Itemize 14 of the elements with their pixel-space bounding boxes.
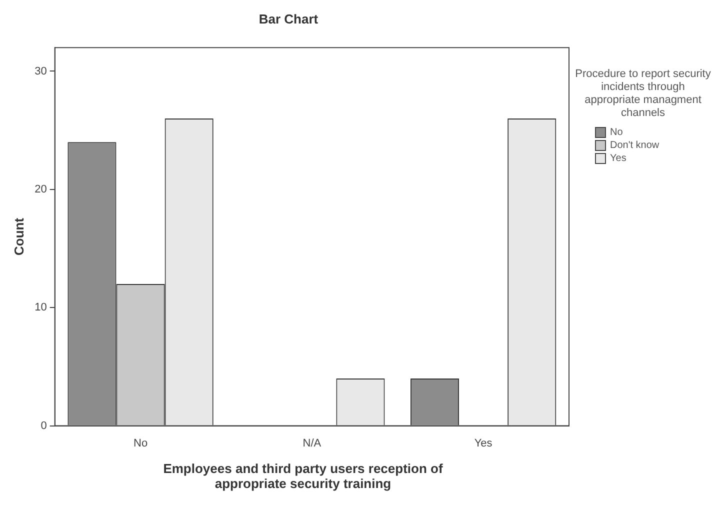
y-axis-title: Count: [11, 217, 26, 256]
y-tick-label: 30: [34, 65, 47, 78]
legend-label: Yes: [610, 153, 626, 164]
legend-label: No: [610, 127, 623, 138]
chart-title: Bar Chart: [258, 11, 319, 26]
y-tick-label: 10: [34, 302, 47, 314]
x-tick-label: Yes: [474, 437, 493, 450]
x-tick-label: N/A: [302, 437, 322, 450]
x-tick-label: No: [134, 437, 148, 450]
x-axis-title: Employees and third party users reception of appropriate security training: [162, 461, 444, 491]
y-tick-label: 0: [40, 420, 47, 432]
legend-title: Procedure to report security incidents through appropriate managment channels: [574, 68, 712, 120]
y-tick-label: 20: [34, 183, 47, 196]
legend-label: Don't know: [610, 140, 660, 151]
